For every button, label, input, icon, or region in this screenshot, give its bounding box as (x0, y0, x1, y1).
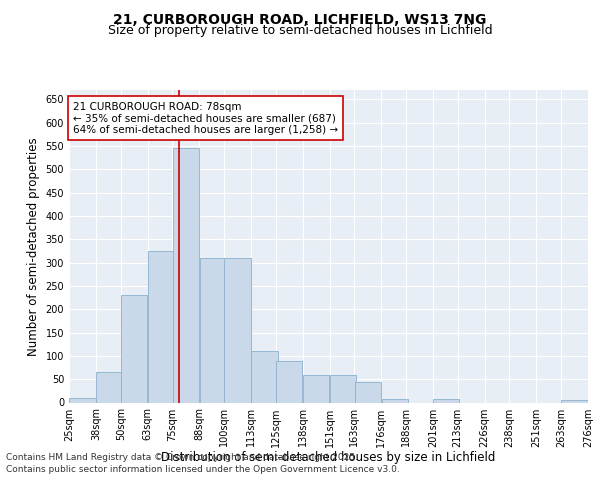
Text: 21, CURBOROUGH ROAD, LICHFIELD, WS13 7NG: 21, CURBOROUGH ROAD, LICHFIELD, WS13 7NG (113, 12, 487, 26)
Y-axis label: Number of semi-detached properties: Number of semi-detached properties (27, 137, 40, 356)
X-axis label: Distribution of semi-detached houses by size in Lichfield: Distribution of semi-detached houses by … (161, 451, 496, 464)
Bar (433, 399, 460, 402)
Bar (70, 398, 95, 402)
Bar (355, 382, 381, 402)
Bar (121, 295, 147, 403)
Bar (303, 374, 329, 402)
Bar (173, 148, 199, 402)
Bar (382, 399, 408, 402)
Bar (96, 372, 122, 402)
Bar (562, 400, 587, 402)
Text: Contains public sector information licensed under the Open Government Licence v3: Contains public sector information licen… (6, 465, 400, 474)
Bar (330, 374, 356, 402)
Bar (148, 251, 174, 402)
Bar (251, 351, 278, 403)
Text: Size of property relative to semi-detached houses in Lichfield: Size of property relative to semi-detach… (107, 24, 493, 37)
Bar (276, 360, 302, 403)
Text: 21 CURBOROUGH ROAD: 78sqm
← 35% of semi-detached houses are smaller (687)
64% of: 21 CURBOROUGH ROAD: 78sqm ← 35% of semi-… (73, 102, 338, 135)
Bar (200, 258, 226, 402)
Text: Contains HM Land Registry data © Crown copyright and database right 2025.: Contains HM Land Registry data © Crown c… (6, 452, 358, 462)
Bar (224, 258, 251, 402)
